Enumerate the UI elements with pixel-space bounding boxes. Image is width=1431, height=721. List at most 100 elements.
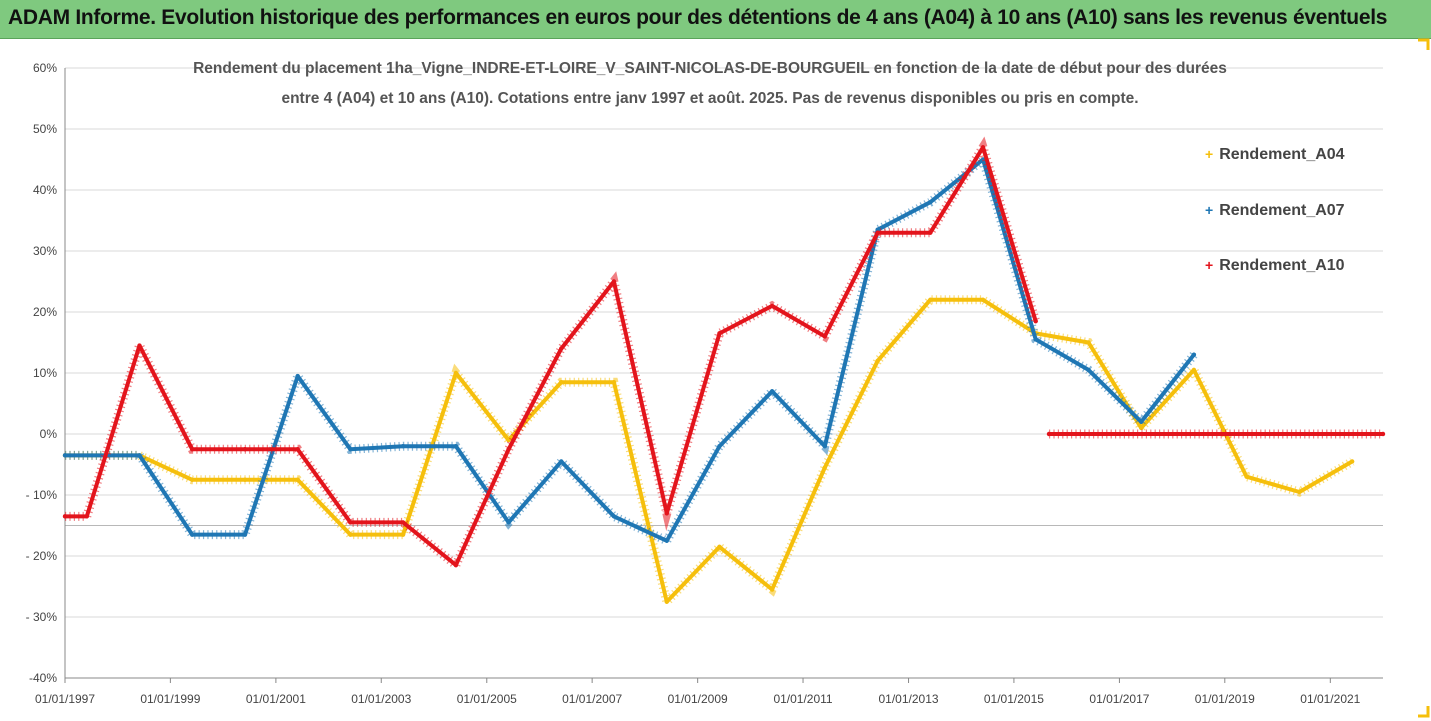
data-point-rendement-a04 bbox=[1297, 489, 1302, 495]
data-point-rendement-a07 bbox=[1086, 367, 1091, 373]
data-point-rendement-a10 bbox=[559, 346, 564, 351]
data-point-rendement-a07 bbox=[611, 514, 617, 519]
data-point-rendement-a04 bbox=[664, 599, 669, 604]
x-tick-label: 01/01/2003 bbox=[351, 692, 411, 706]
legend-marker-a10: + bbox=[1205, 257, 1214, 273]
data-point-rendement-a07 bbox=[348, 447, 353, 452]
data-point-rendement-a04 bbox=[559, 379, 564, 385]
y-tick-label: 0% bbox=[40, 427, 58, 441]
legend-marker-a04: + bbox=[1205, 146, 1214, 162]
data-point-rendement-a07 bbox=[62, 453, 68, 458]
data-point-rendement-a04 bbox=[717, 544, 722, 550]
series-line-rendement-a10 bbox=[63, 145, 1038, 568]
data-point-rendement-a07 bbox=[137, 453, 142, 458]
series-markers-rendement-a07 bbox=[65, 151, 1198, 547]
y-tick-label: 10% bbox=[33, 366, 57, 380]
data-point-rendement-a07 bbox=[189, 532, 195, 537]
x-tick-label: 01/01/2011 bbox=[773, 692, 832, 706]
y-tick-label: 40% bbox=[33, 183, 57, 197]
x-tick-label: 01/01/2013 bbox=[879, 692, 939, 706]
data-point-rendement-a07 bbox=[242, 532, 248, 537]
data-point-rendement-a07 bbox=[453, 444, 459, 449]
data-point-rendement-a04 bbox=[189, 477, 195, 482]
data-point-rendement-a10 bbox=[611, 279, 617, 284]
data-point-rendement-a07 bbox=[664, 538, 669, 543]
data-point-rendement-a07 bbox=[717, 444, 722, 449]
legend-item-a10: + Rendement_A10 bbox=[1205, 257, 1345, 275]
data-point-rendement-a04 bbox=[1086, 340, 1091, 345]
x-tick-label: 01/01/2009 bbox=[668, 692, 728, 706]
y-tick-label: 50% bbox=[33, 122, 57, 136]
chart-title-line-1: Rendement du placement 1ha_Vigne_INDRE-E… bbox=[193, 60, 1227, 77]
data-point-rendement-a07 bbox=[1033, 337, 1038, 342]
frame-corner-icon bbox=[1418, 38, 1430, 50]
data-point-rendement-a04 bbox=[295, 477, 300, 482]
x-tick-label: 01/01/2005 bbox=[457, 692, 517, 706]
data-point-rendement-a10 bbox=[980, 145, 986, 150]
data-point-rendement-a04 bbox=[1191, 367, 1197, 373]
legend-label-a07: Rendement_A07 bbox=[1219, 202, 1345, 219]
header-bar: ADAM Informe. Evolution historique des p… bbox=[0, 0, 1431, 39]
data-point-rendement-a10 bbox=[822, 334, 828, 339]
data-point-rendement-a10 bbox=[84, 514, 89, 519]
data-point-rendement-a10 bbox=[769, 303, 775, 309]
data-point-rendement-a07 bbox=[400, 444, 406, 449]
series-lines bbox=[62, 136, 1386, 611]
series-markers-rendement-a10 bbox=[65, 136, 1041, 573]
data-point-rendement-a07 bbox=[1191, 352, 1197, 357]
legend-label-a10: Rendement_A10 bbox=[1219, 257, 1345, 274]
data-point-rendement-a10 bbox=[400, 520, 406, 525]
legend-item-a07: + Rendement_A07 bbox=[1205, 202, 1345, 220]
y-tick-label: - 10% bbox=[26, 488, 58, 502]
y-tick-label: -40% bbox=[29, 671, 57, 685]
x-tick-label: 01/01/2001 bbox=[246, 692, 306, 706]
x-tick-label: 01/01/1999 bbox=[140, 692, 200, 706]
data-point-rendement-a04 bbox=[822, 465, 828, 470]
frame-corner-icon bbox=[1418, 706, 1430, 718]
x-tick-label: 01/01/2021 bbox=[1300, 692, 1360, 706]
data-point-rendement-a04 bbox=[611, 379, 617, 385]
line-chart: -40% - 30% - 20% - 10% 0% 10% 20% 30% 40% 50% 60% 0… bbox=[26, 61, 1386, 706]
data-point-rendement-a04 bbox=[1244, 474, 1249, 479]
y-tick-label: 30% bbox=[33, 244, 57, 258]
x-tick-label: 01/01/2007 bbox=[562, 692, 622, 706]
data-point-rendement-a04 bbox=[242, 477, 248, 482]
data-point-rendement-a07 bbox=[822, 444, 828, 449]
data-point-rendement-a04 bbox=[400, 532, 406, 537]
data-point-rendement-a07 bbox=[769, 389, 775, 394]
data-point-rendement-a10 bbox=[506, 447, 511, 452]
gridlines bbox=[65, 67, 1383, 679]
x-tick-label: 01/01/2017 bbox=[1089, 692, 1149, 706]
data-point-rendement-a07 bbox=[928, 200, 933, 205]
data-point-rendement-a10 bbox=[875, 230, 880, 235]
data-point-rendement-a04 bbox=[875, 358, 880, 363]
data-point-rendement-a10 bbox=[62, 514, 68, 519]
x-tick-label: 01/01/1997 bbox=[35, 692, 95, 706]
data-point-rendement-a10 bbox=[1033, 318, 1038, 324]
data-point-rendement-a07 bbox=[506, 520, 511, 525]
data-point-rendement-a04 bbox=[1349, 459, 1355, 464]
data-point-rendement-a04 bbox=[453, 370, 459, 376]
data-point-rendement-a10 bbox=[1380, 431, 1386, 437]
chart-area: -40% - 30% - 20% - 10% 0% 10% 20% 30% 40% 50% 60% 0… bbox=[0, 38, 1431, 721]
data-point-rendement-a04 bbox=[980, 297, 986, 302]
legend-marker-a07: + bbox=[1205, 202, 1214, 218]
y-tick-label: - 20% bbox=[26, 549, 58, 563]
data-point-rendement-a04 bbox=[1139, 425, 1144, 431]
page-title: ADAM Informe. Evolution historique des p… bbox=[8, 6, 1388, 29]
data-point-rendement-a10 bbox=[189, 447, 195, 452]
axes: -40% - 30% - 20% - 10% 0% 10% 20% 30% 40% 50% 60% 0… bbox=[26, 61, 1383, 706]
data-point-rendement-a04 bbox=[769, 587, 775, 592]
data-point-rendement-a07 bbox=[559, 459, 564, 464]
data-point-rendement-a04 bbox=[348, 532, 353, 537]
y-tick-label: 20% bbox=[33, 305, 57, 319]
data-point-rendement-a10 bbox=[242, 447, 248, 452]
data-point-rendement-a07 bbox=[295, 373, 300, 379]
legend-label-a04: Rendement_A04 bbox=[1219, 146, 1345, 163]
chart-title-line-2: entre 4 (A04) et 10 ans (A10). Cotations… bbox=[281, 90, 1139, 107]
data-point-rendement-a10 bbox=[664, 511, 669, 516]
data-point-rendement-a10 bbox=[717, 331, 722, 336]
data-point-rendement-a10 bbox=[453, 562, 459, 568]
data-point-rendement-a10 bbox=[137, 343, 142, 348]
x-tick-label: 01/01/2015 bbox=[984, 692, 1044, 706]
